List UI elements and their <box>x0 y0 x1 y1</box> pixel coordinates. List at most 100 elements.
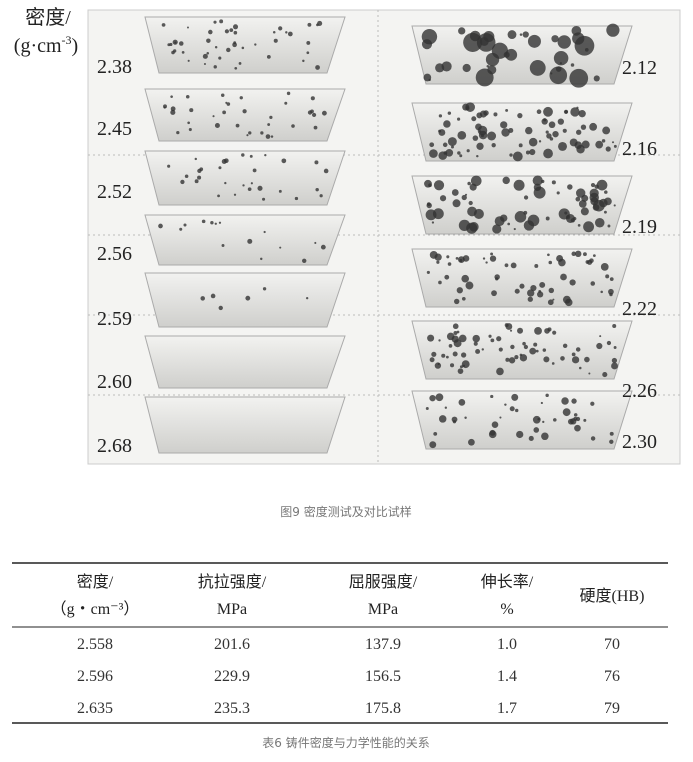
pore <box>535 349 539 353</box>
pore <box>548 287 555 294</box>
pore <box>569 279 576 286</box>
pore <box>323 168 329 174</box>
pore <box>265 134 271 139</box>
sample <box>411 390 633 450</box>
pore <box>461 274 470 283</box>
pore <box>532 415 541 424</box>
pore <box>571 352 576 357</box>
pore <box>425 209 437 221</box>
pore <box>485 52 500 67</box>
pore <box>218 56 222 60</box>
pore <box>429 142 435 148</box>
pore <box>187 121 190 125</box>
density-label: 2.30 <box>622 431 657 453</box>
pore <box>546 133 552 139</box>
pore <box>528 137 538 147</box>
pore <box>498 347 503 352</box>
pore <box>600 290 603 294</box>
pore <box>252 168 257 173</box>
pore <box>184 174 189 179</box>
pore <box>222 110 226 115</box>
pore <box>460 352 467 358</box>
pore <box>584 356 590 363</box>
pore <box>427 334 435 342</box>
figure-caption: 图9 密度测试及对比试样 <box>280 504 411 519</box>
density-label: 2.26 <box>622 380 657 402</box>
pore <box>550 72 553 75</box>
pore <box>429 394 436 402</box>
pore <box>285 31 288 34</box>
pore <box>560 273 567 281</box>
pore <box>519 283 525 289</box>
pore <box>451 416 458 423</box>
pore <box>429 441 437 449</box>
pore <box>481 348 484 351</box>
pore <box>590 281 596 286</box>
pore <box>544 328 550 334</box>
pore <box>525 126 533 135</box>
pore <box>514 211 527 223</box>
pore <box>588 372 591 375</box>
pore <box>294 196 299 201</box>
table-cell: 229.9 <box>214 668 250 685</box>
pore <box>505 357 510 362</box>
pore <box>429 149 438 158</box>
pore <box>593 75 600 82</box>
pore <box>434 253 442 261</box>
pore <box>590 436 596 441</box>
pore <box>545 216 550 221</box>
pore <box>462 63 471 73</box>
pore <box>452 199 461 208</box>
pore <box>543 356 550 363</box>
pore <box>203 62 206 66</box>
pore <box>515 408 519 413</box>
density-label: 2.19 <box>622 216 657 238</box>
pore <box>518 143 523 148</box>
pore <box>608 288 614 295</box>
pore <box>188 127 192 132</box>
pore <box>563 109 569 115</box>
pore <box>581 194 589 202</box>
pore <box>218 221 222 224</box>
pore <box>194 157 198 161</box>
pore <box>576 129 582 135</box>
pore <box>167 164 171 168</box>
pore <box>245 295 251 301</box>
pore <box>492 224 502 234</box>
pore <box>509 329 513 332</box>
pore <box>466 149 470 153</box>
sample <box>144 88 346 142</box>
pore <box>456 287 463 294</box>
pore <box>552 131 559 138</box>
pore <box>470 175 482 187</box>
sample-body <box>144 335 346 389</box>
pore <box>316 23 319 27</box>
pore <box>248 131 252 135</box>
pore <box>565 298 573 307</box>
pore <box>464 416 467 419</box>
pore <box>571 398 577 404</box>
pore <box>197 175 202 180</box>
header-cell: （g・cm⁻³） <box>51 600 140 618</box>
pore <box>185 94 190 99</box>
pore <box>478 130 482 133</box>
pore <box>523 195 529 200</box>
pore <box>447 262 452 266</box>
sample <box>144 214 346 266</box>
pore <box>225 101 228 104</box>
pore <box>476 33 496 52</box>
pore <box>234 66 238 70</box>
pore <box>233 30 238 35</box>
pore <box>486 64 490 68</box>
pore <box>543 148 553 159</box>
pore <box>609 431 614 436</box>
table-cell: 235.3 <box>214 700 250 717</box>
pore <box>246 134 249 137</box>
table-cell: 201.6 <box>214 636 250 653</box>
pore <box>547 253 550 257</box>
pore <box>489 255 497 262</box>
pore <box>264 154 267 157</box>
sample-body <box>144 150 346 206</box>
pore <box>532 175 543 186</box>
pore <box>611 357 618 364</box>
